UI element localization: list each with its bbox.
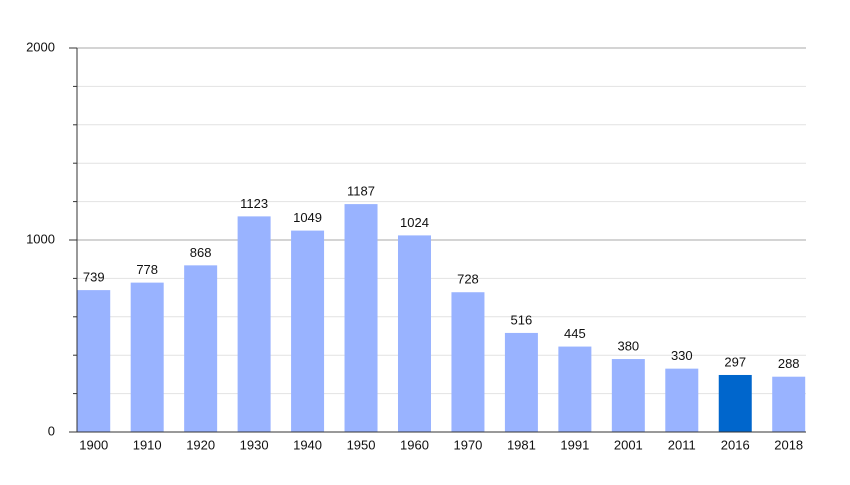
x-tick-label: 1900: [79, 437, 108, 452]
bar: [130, 282, 164, 432]
value-label: 380: [617, 338, 639, 353]
bar: [772, 376, 806, 432]
x-tick-label: 2018: [774, 437, 803, 452]
value-label: 288: [778, 356, 800, 371]
bar: [291, 230, 325, 432]
x-tick-label: 1960: [400, 437, 429, 452]
value-label: 739: [83, 270, 105, 285]
bar: [77, 290, 111, 432]
value-label: 1187: [347, 184, 375, 199]
value-label: 1049: [293, 210, 322, 225]
value-label: 297: [724, 354, 746, 369]
y-tick-label: 2000: [26, 39, 55, 54]
bar: [451, 292, 485, 432]
x-tick-label: 2001: [614, 437, 643, 452]
bar: [397, 235, 431, 432]
value-label: 778: [136, 262, 158, 277]
value-label: 1024: [400, 215, 429, 230]
y-tick-label: 1000: [26, 231, 55, 246]
x-tick-label: 1930: [240, 437, 269, 452]
x-tick-label: 1950: [347, 437, 376, 452]
bar: [344, 204, 378, 432]
value-label: 1123: [240, 196, 268, 211]
bar: [718, 374, 752, 432]
x-tick-label: 1940: [293, 437, 322, 452]
bar: [184, 265, 218, 432]
value-label: 445: [564, 326, 586, 341]
x-tick-label: 2016: [721, 437, 750, 452]
bar: [237, 216, 271, 432]
x-tick-label: 1981: [507, 437, 536, 452]
value-label: 330: [671, 348, 693, 363]
value-label: 868: [190, 245, 212, 260]
bar: [558, 346, 592, 432]
value-label: 728: [457, 272, 479, 287]
x-tick-label: 1991: [560, 437, 589, 452]
bar: [665, 368, 699, 432]
y-tick-label: 0: [48, 423, 55, 438]
bar: [611, 359, 645, 432]
bar: [504, 332, 538, 432]
x-tick-label: 1910: [133, 437, 162, 452]
x-tick-label: 1920: [186, 437, 215, 452]
value-label: 516: [511, 312, 533, 327]
x-tick-label: 1970: [453, 437, 482, 452]
x-tick-label: 2011: [668, 437, 696, 452]
